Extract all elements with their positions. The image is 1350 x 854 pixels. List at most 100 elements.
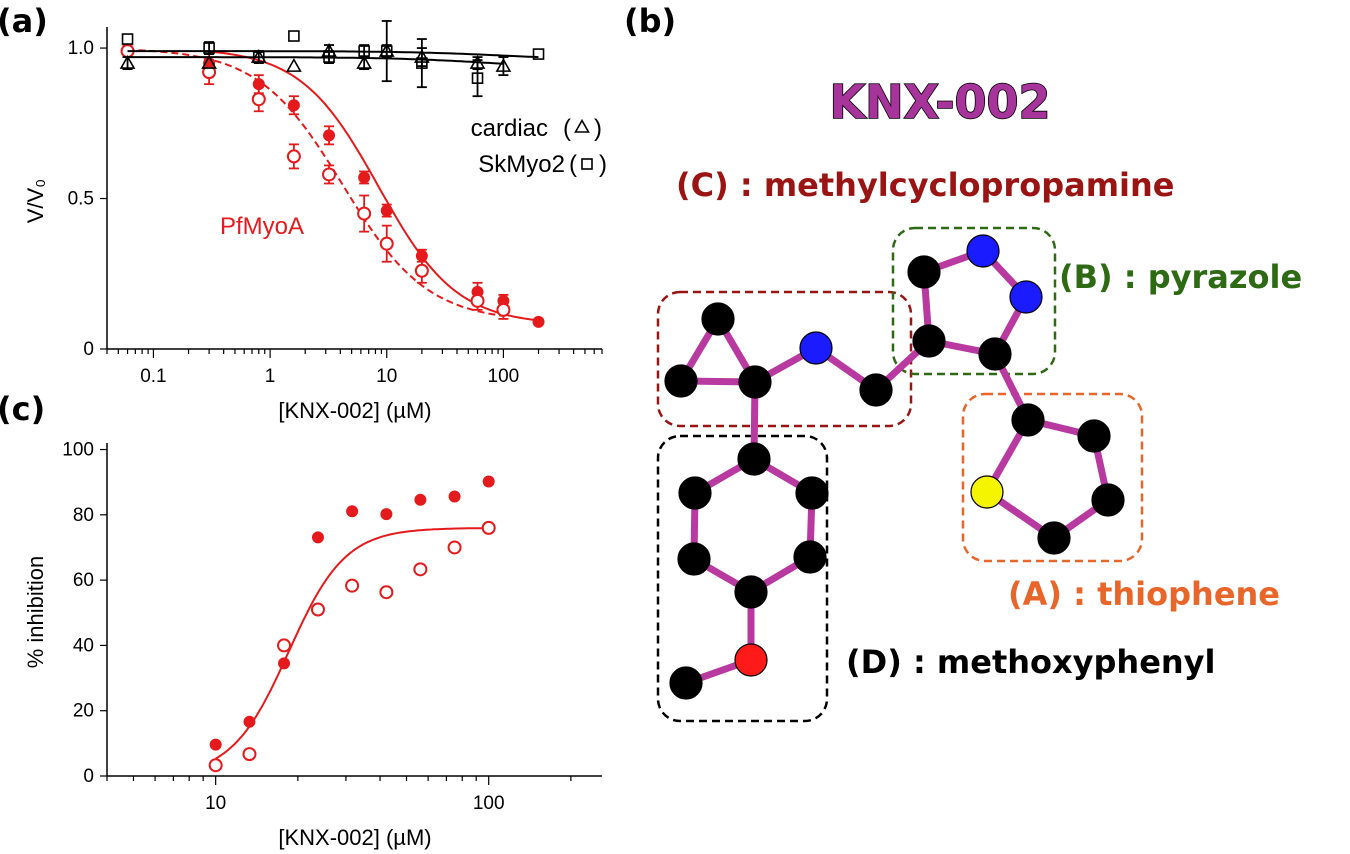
data-point-pf_open bbox=[496, 302, 511, 317]
data-point-pf_filled bbox=[323, 129, 336, 142]
pfmyoa-label: PfMyoA bbox=[220, 213, 304, 240]
data-point-skmyo2 bbox=[380, 45, 393, 57]
legend-skmyo2-marker bbox=[581, 158, 593, 170]
data-point-open bbox=[379, 585, 394, 600]
data-point-skmyo2 bbox=[532, 48, 545, 60]
chart-a-x-tick-label: 0.1 bbox=[140, 366, 166, 387]
atom-th_c3 bbox=[1077, 419, 1111, 453]
data-point-pf_open bbox=[414, 263, 429, 278]
data-point-filled bbox=[311, 531, 324, 544]
data-point-pf_filled bbox=[358, 171, 371, 184]
legend-skmyo2-label: SkMyo2 bbox=[478, 151, 565, 178]
group-label-d: (D) : methoxyphenyl bbox=[846, 643, 1216, 681]
data-point-filled bbox=[414, 493, 427, 506]
chart-c-y-tick-label: 0 bbox=[83, 766, 94, 787]
chart-a-x-tick-label: 1 bbox=[265, 366, 276, 387]
atom-pz_c3 bbox=[978, 337, 1012, 371]
legend-cardiac-label: cardiac bbox=[471, 115, 548, 142]
data-point-pf_open bbox=[357, 206, 372, 221]
data-point-filled bbox=[209, 738, 222, 751]
data-point-filled bbox=[278, 657, 291, 670]
group-box-b bbox=[891, 226, 1057, 376]
data-point-open bbox=[413, 562, 428, 577]
data-point-skmyo2 bbox=[358, 45, 370, 57]
data-point-skmyo2 bbox=[323, 51, 335, 63]
data-point-filled bbox=[380, 508, 393, 521]
chart-c: 10 100 0 20 40 60 80 100 bbox=[62, 440, 602, 814]
atom-ph_c6 bbox=[678, 476, 712, 510]
legend-cardiac-marker bbox=[574, 118, 590, 133]
atom-cp_top bbox=[701, 302, 735, 336]
atom-ph_c2 bbox=[795, 476, 829, 510]
data-point-skmyo2 bbox=[471, 72, 484, 84]
chart-a-y-tick-label: 0.5 bbox=[68, 189, 94, 210]
group-label-c: (C) : methylcyclopropamine bbox=[676, 166, 1174, 204]
data-point-open bbox=[481, 520, 496, 535]
chart-a-x-tick-label: 10 bbox=[376, 366, 397, 387]
atom-th_s bbox=[970, 475, 1004, 509]
data-point-open bbox=[310, 602, 325, 617]
data-point-skmyo2 bbox=[252, 51, 265, 63]
data-point-skmyo2 bbox=[416, 57, 428, 69]
data-point-open bbox=[447, 540, 462, 555]
atom-o_meth bbox=[734, 643, 768, 677]
chart-c-xlabel: [KNX-002] (µM) bbox=[278, 825, 431, 850]
chart-a-ylabel: V/V₀ bbox=[23, 179, 48, 224]
data-point-skmyo2 bbox=[288, 30, 300, 42]
atom-layer bbox=[664, 234, 1125, 700]
atom-th_c4 bbox=[1091, 483, 1125, 517]
atom-cp_right bbox=[738, 365, 772, 399]
data-point-skmyo2 bbox=[121, 33, 134, 45]
atom-ch2 bbox=[859, 373, 893, 407]
fit-curve-inhibition bbox=[215, 527, 489, 760]
data-point-cardiac bbox=[119, 54, 136, 69]
legend-paren-right: ) bbox=[594, 115, 602, 142]
data-point-pf_open bbox=[470, 293, 485, 308]
legend-paren-left: ( bbox=[569, 151, 577, 178]
data-point-pf_open bbox=[286, 149, 301, 164]
atom-n_amine bbox=[799, 331, 833, 365]
chart-a-xlabel: [KNX-002] (µM) bbox=[278, 398, 431, 423]
chart-c-y-tick-label: 100 bbox=[62, 440, 94, 461]
panel-letter-b: (b) bbox=[624, 2, 676, 40]
chart-a-x-tick-label: 100 bbox=[488, 366, 520, 387]
group-box-d bbox=[656, 434, 829, 723]
chart-c-x-tick-label: 10 bbox=[205, 793, 226, 814]
atom-ph_c3 bbox=[793, 540, 827, 574]
data-point-open bbox=[208, 758, 223, 773]
data-point-pf_open bbox=[202, 65, 217, 80]
data-point-filled bbox=[482, 475, 495, 488]
chart-c-y-tick-label: 80 bbox=[73, 505, 94, 526]
molecule-title: KNX-002 bbox=[830, 75, 1051, 129]
data-point-cardiac bbox=[495, 57, 512, 72]
chart-c-y-tick-label: 40 bbox=[73, 635, 94, 656]
data-point-pf_filled bbox=[287, 99, 300, 112]
atom-ch3 bbox=[669, 666, 703, 700]
chart-c-x-tick-label: 100 bbox=[473, 793, 505, 814]
chart-a-y-tick-label: 1.0 bbox=[68, 38, 94, 59]
data-point-cardiac bbox=[201, 54, 217, 69]
data-point-pf_open bbox=[251, 92, 266, 107]
data-point-pf_filled bbox=[380, 204, 393, 217]
data-point-open bbox=[277, 638, 292, 653]
fit-curve-cardiac bbox=[127, 56, 504, 65]
panel-letter-c: (c) bbox=[0, 390, 45, 428]
data-point-cardiac bbox=[286, 57, 302, 72]
chart-c-ylabel: % inhibition bbox=[23, 556, 48, 669]
data-point-filled bbox=[346, 505, 359, 518]
data-point-open bbox=[242, 747, 257, 762]
atom-th_c2 bbox=[1011, 403, 1045, 437]
atom-cp_left bbox=[664, 364, 698, 398]
data-point-pf_filled bbox=[532, 315, 545, 328]
legend-paren-left: ( bbox=[563, 115, 571, 142]
data-point-filled bbox=[448, 490, 461, 503]
chart-a: 0.1 1 10 100 0 0.5 1.0 bbox=[68, 20, 603, 387]
atom-pz_n2 bbox=[1009, 280, 1043, 314]
chart-a-legend: () () bbox=[563, 115, 607, 178]
atom-ph_c5 bbox=[677, 542, 711, 576]
group-label-a: (A) : thiophene bbox=[1008, 575, 1280, 613]
group-box-a bbox=[961, 392, 1144, 563]
atom-th_c5 bbox=[1037, 521, 1071, 555]
panel-letter-a: (a) bbox=[0, 2, 48, 40]
